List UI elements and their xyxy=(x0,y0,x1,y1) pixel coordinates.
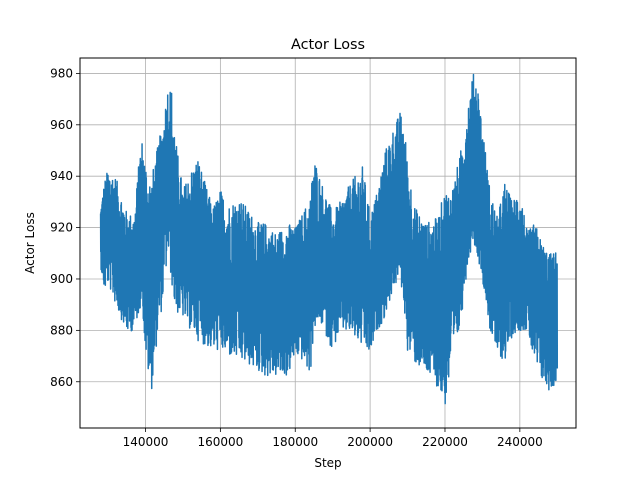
series-actor-loss xyxy=(99,73,559,405)
y-tick-label: 860 xyxy=(50,375,73,389)
y-tick-label: 900 xyxy=(50,272,73,286)
x-tick-label: 160000 xyxy=(197,435,243,449)
y-tick-label: 960 xyxy=(50,118,73,132)
y-tick-label: 920 xyxy=(50,221,73,235)
chart-title: Actor Loss xyxy=(291,37,365,53)
y-axis-ticks: 860 880 900 920 940 960 980 xyxy=(50,66,80,389)
x-axis-ticks: 140000 160000 180000 200000 220000 240000 xyxy=(123,428,543,449)
x-tick-label: 240000 xyxy=(497,435,543,449)
plot-frame xyxy=(79,57,577,429)
x-tick-label: 200000 xyxy=(347,435,393,449)
actor-loss-line xyxy=(99,73,559,405)
x-tick-label: 180000 xyxy=(272,435,318,449)
y-tick-label: 980 xyxy=(50,66,73,80)
y-tick-label: 880 xyxy=(50,323,73,337)
x-axis-title: Step xyxy=(314,456,341,470)
x-tick-label: 140000 xyxy=(123,435,169,449)
y-axis-title: Actor Loss xyxy=(23,212,37,274)
y-tick-label: 940 xyxy=(50,169,73,183)
x-tick-label: 220000 xyxy=(422,435,468,449)
